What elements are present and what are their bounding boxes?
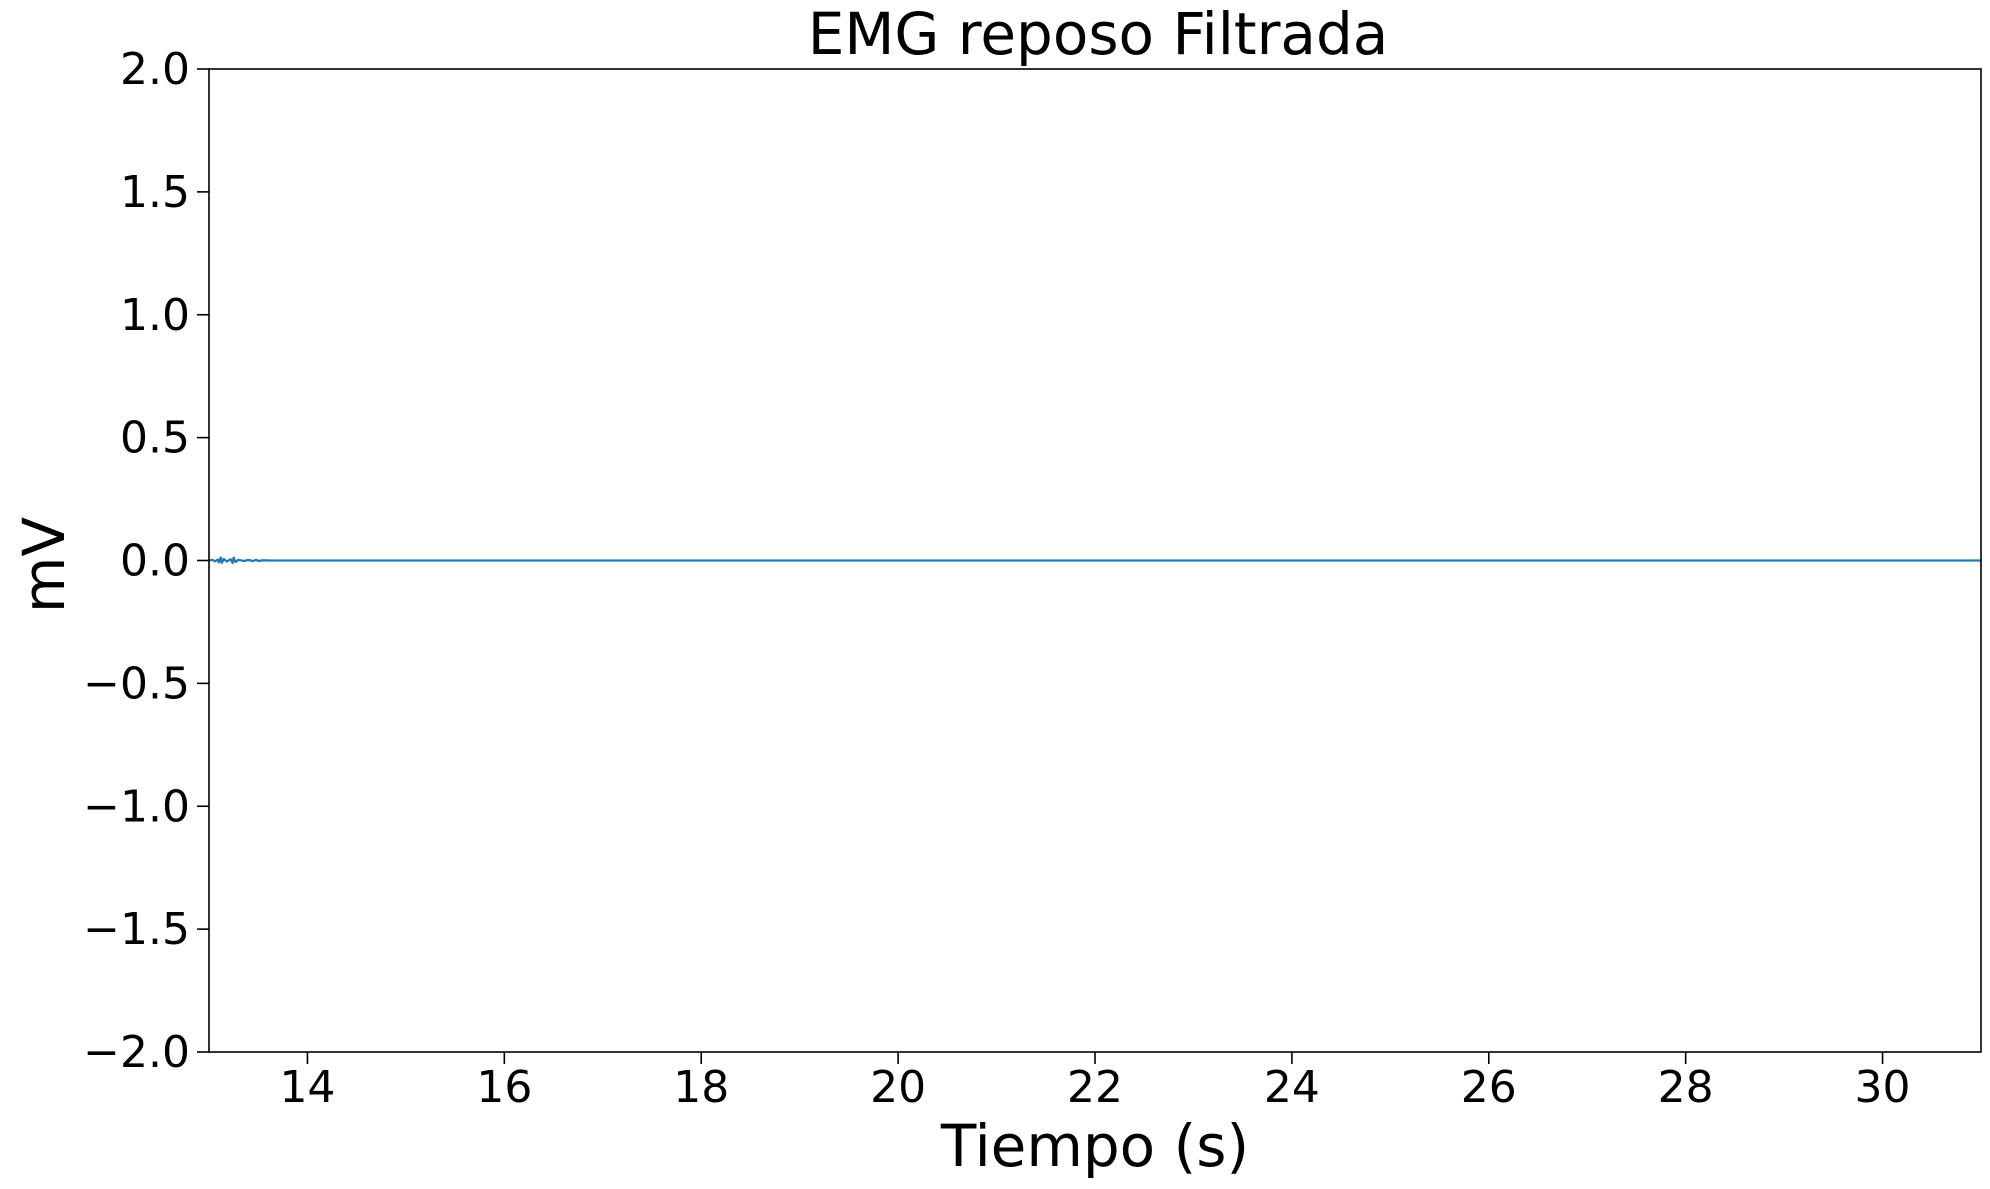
x-axis-label: Tiempo (s) — [940, 1112, 1249, 1180]
y-axis-label: mV — [10, 517, 78, 613]
series-layer — [209, 556, 1981, 565]
chart-title: EMG reposo Filtrada — [808, 0, 1389, 68]
y-tick-label: −1.0 — [83, 781, 190, 832]
y-tick-label: 1.5 — [120, 167, 190, 218]
x-tick-label: 28 — [1658, 1062, 1714, 1113]
x-tick-label: 20 — [870, 1062, 926, 1113]
x-tick-label: 22 — [1067, 1062, 1123, 1113]
y-tick-label: 0.5 — [120, 413, 190, 464]
y-tick-label: 2.0 — [120, 44, 190, 95]
y-tick-label: −0.5 — [83, 658, 190, 709]
x-tick-label: 14 — [279, 1062, 335, 1113]
y-tick-label: 0.0 — [120, 536, 190, 587]
y-tick-label: −2.0 — [83, 1027, 190, 1078]
x-tick-label: 30 — [1855, 1062, 1911, 1113]
x-tick-label: 18 — [673, 1062, 729, 1113]
y-tick-label: −1.5 — [83, 904, 190, 955]
x-tick-label: 24 — [1264, 1062, 1320, 1113]
x-tick-label: 26 — [1461, 1062, 1517, 1113]
x-axis: 14 16 18 20 22 24 26 28 30 — [279, 1052, 1911, 1113]
y-tick-label: 1.0 — [120, 290, 190, 341]
series-line — [209, 556, 1981, 565]
x-tick-label: 16 — [476, 1062, 532, 1113]
y-axis: 2.0 1.5 1.0 0.5 0.0 −0.5 −1.0 −1.5 −2.0 — [83, 44, 209, 1078]
